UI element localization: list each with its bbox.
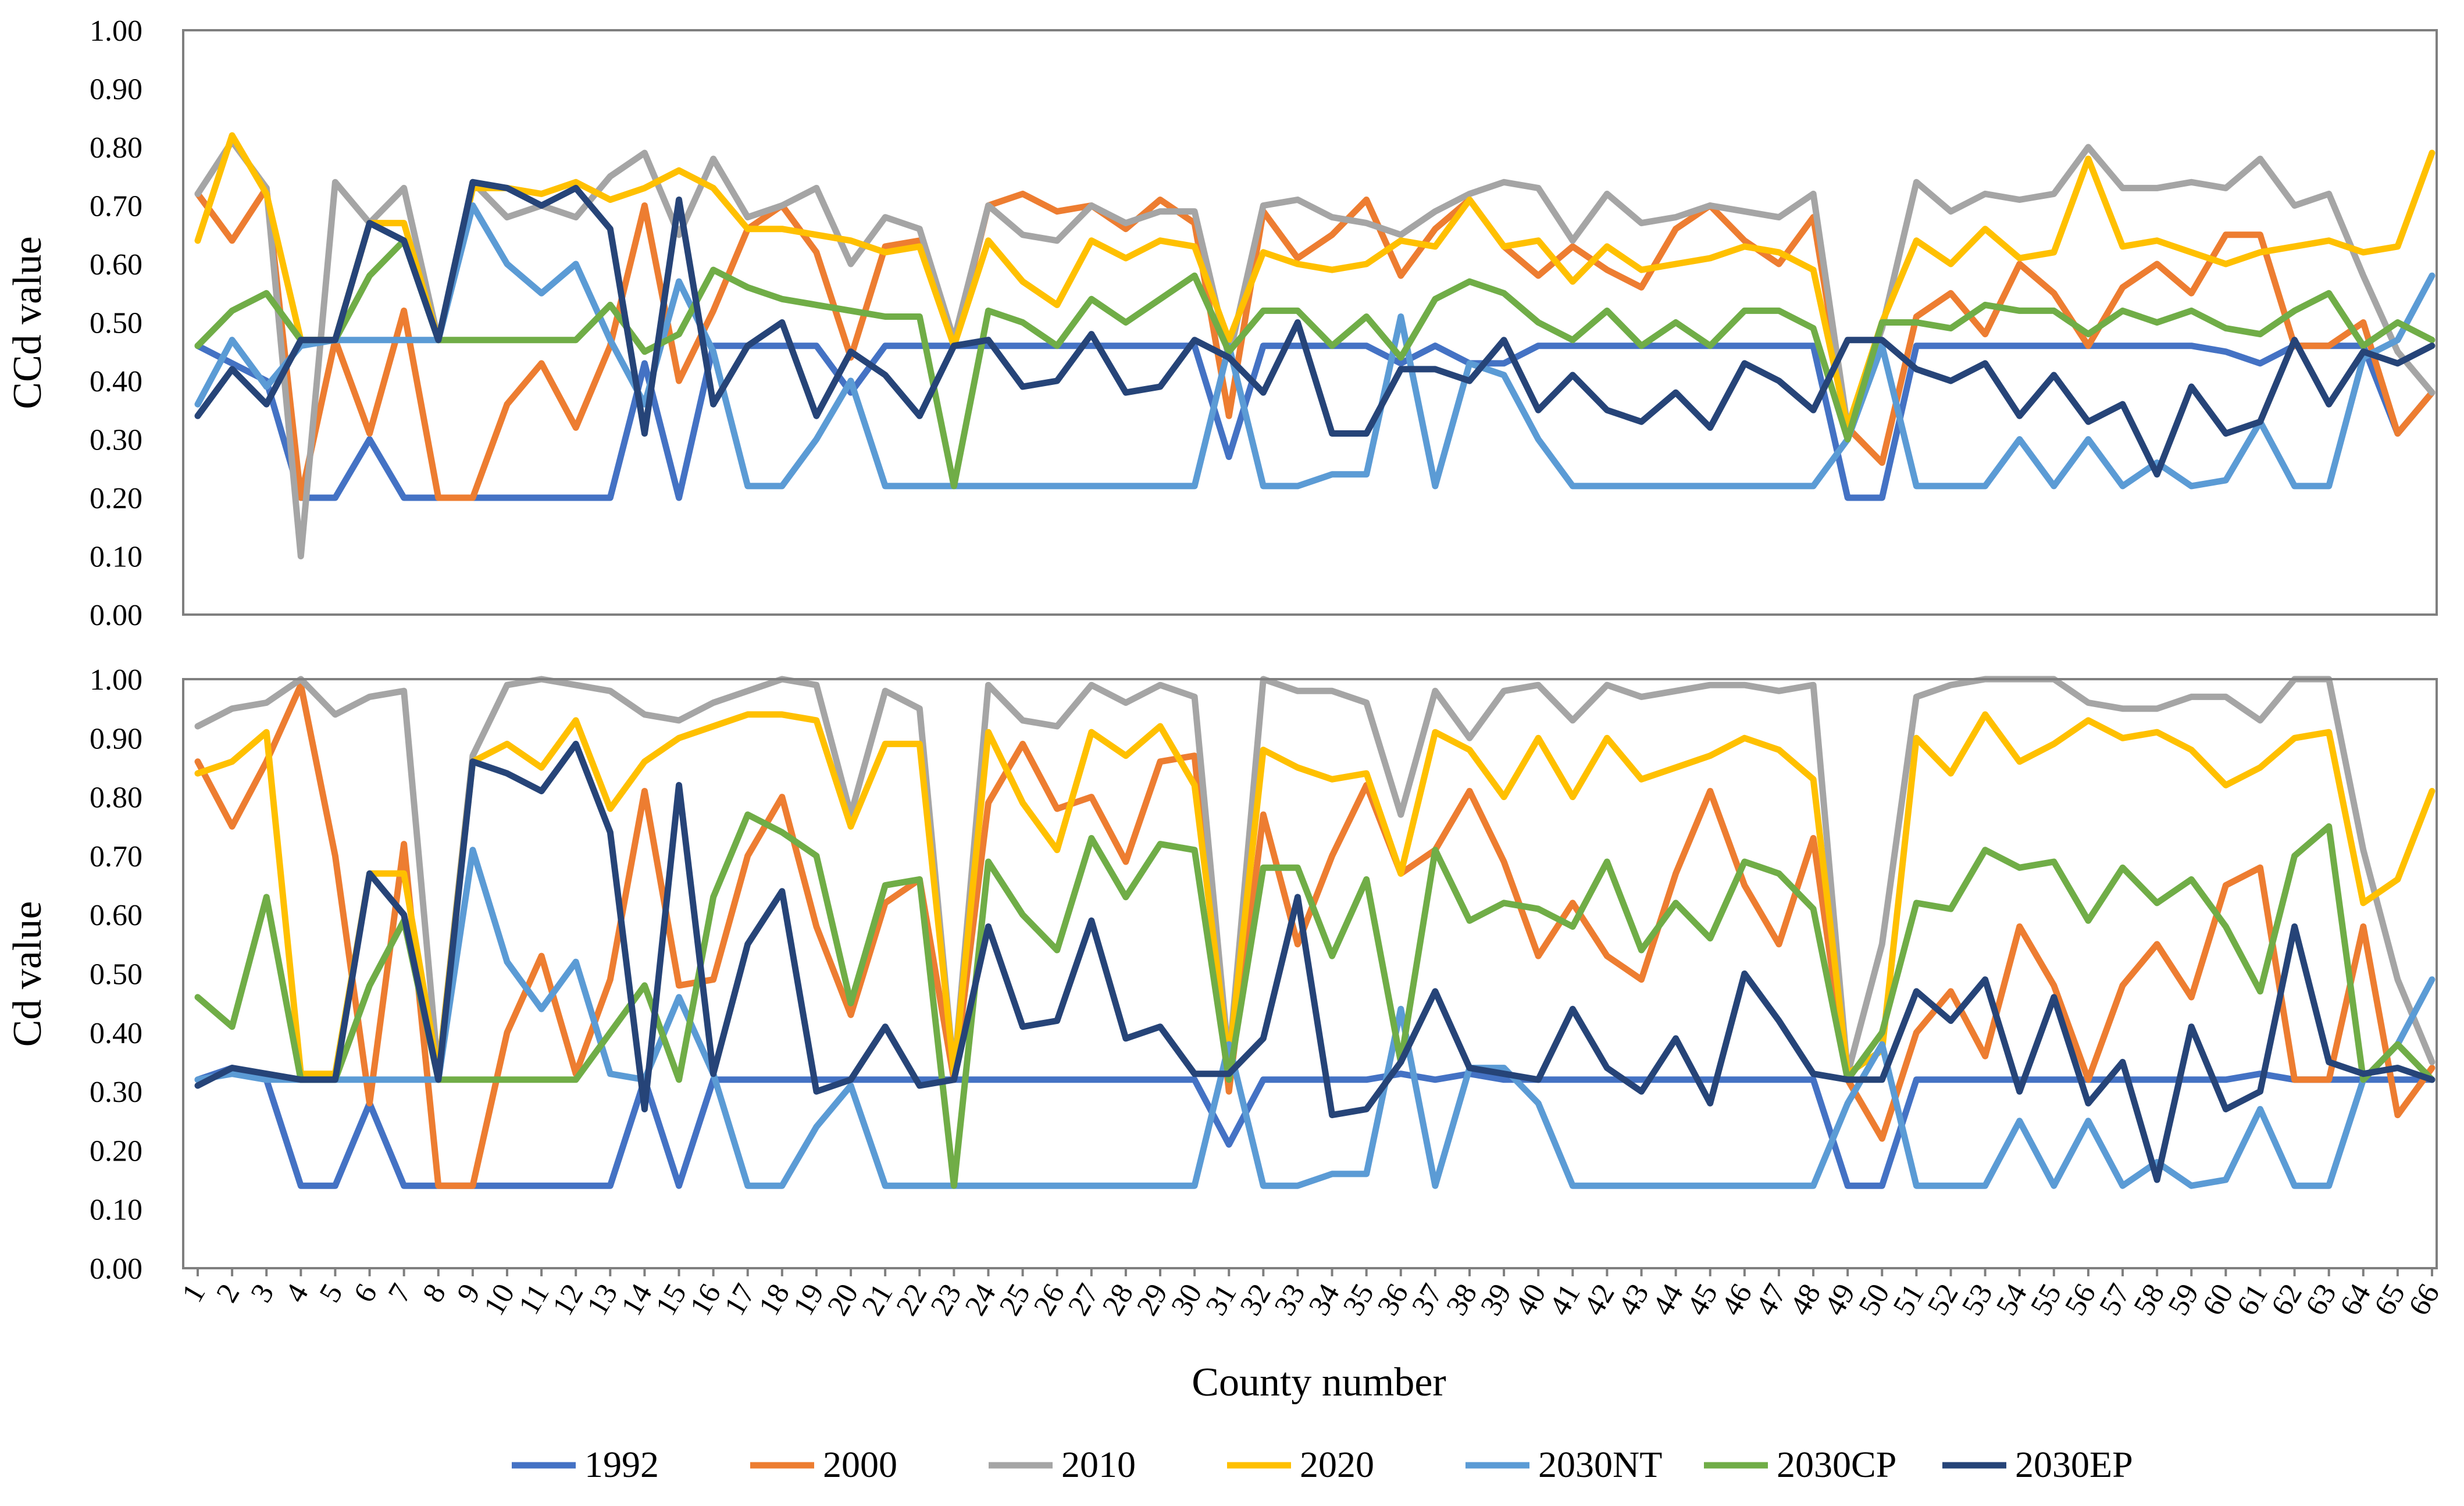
panel-ccd-ytick-label: 0.90 <box>90 73 142 106</box>
panel-ccd: 0.00 0.10 0.20 0.30 0.40 0.50 0.60 0.70 0.80 0.90… <box>5 15 2438 632</box>
panel-ccd-series-2010 <box>194 138 2436 559</box>
panel-ccd-series-2030nt <box>194 202 2436 490</box>
panel-cd-ytick-label: 0.10 <box>90 1194 142 1227</box>
panel-ccd-series <box>194 132 2436 559</box>
panel-ccd-yticks: 0.00 0.10 0.20 0.30 0.40 0.50 0.60 0.70 0.80 0.90… <box>90 15 142 632</box>
panel-cd-series-1992 <box>194 1065 2436 1189</box>
panel-ccd-ytick-label: 0.30 <box>90 424 142 457</box>
panel-ccd-series-2020 <box>194 132 2436 431</box>
panel-ccd-ytick-label: 0.10 <box>90 541 142 574</box>
panel-ccd-ytick-label: 0.80 <box>90 131 142 165</box>
panel-cd-ytick-label: 0.80 <box>90 781 142 815</box>
panel-cd: 0.00 0.10 0.20 0.30 0.40 0.50 0.60 0.70 0.80 0.90… <box>5 663 2438 1286</box>
panel-cd-series-2030nt <box>194 847 2436 1189</box>
legend-label-2030nt: 2030NT <box>1538 1444 1662 1485</box>
panel-cd-ylabel: Cd value <box>5 901 50 1047</box>
panel-cd-plot-area <box>182 678 2438 1269</box>
panel-cd-yticks: 0.00 0.10 0.20 0.30 0.40 0.50 0.60 0.70 0.80 0.90… <box>90 663 142 1286</box>
legend-label-2020: 2020 <box>1300 1444 1374 1485</box>
panel-cd-series-2030cp <box>194 811 2436 1189</box>
panel-ccd-ytick-label: 0.00 <box>90 599 142 632</box>
panel-cd-ytick-label: 0.40 <box>90 1017 142 1050</box>
panel-cd-series-2000 <box>194 681 2436 1189</box>
panel-cd-series <box>194 676 2436 1189</box>
panel-ccd-ytick-label: 0.70 <box>90 190 142 223</box>
panel-cd-series-2020 <box>194 711 2436 1077</box>
panel-ccd-series-2030cp <box>194 237 2436 490</box>
legend-label-2000: 2000 <box>823 1444 897 1485</box>
panel-cd-series-2030ep <box>194 740 2436 1183</box>
panel-ccd-series-2030ep <box>194 179 2436 478</box>
panel-ccd-ytick-label: 0.50 <box>90 307 142 340</box>
legend-label-1992: 1992 <box>584 1444 659 1485</box>
legend-label-2010: 2010 <box>1061 1444 1136 1485</box>
legend-label-2030ep: 2030EP <box>2015 1444 2133 1485</box>
panel-ccd-series-1992 <box>194 342 2436 501</box>
panel-ccd-plot-area <box>182 29 2438 616</box>
legend: 1992 2000 2010 2020 2030NT 2030CP 2030EP <box>512 1444 2133 1485</box>
panel-cd-ytick-label: 0.60 <box>90 899 142 932</box>
panel-cd-ytick-label: 0.20 <box>90 1134 142 1168</box>
panel-cd-series-2010 <box>194 676 2436 1077</box>
panel-cd-ytick-label: 0.00 <box>90 1252 142 1286</box>
panel-cd-ytick-label: 0.90 <box>90 722 142 755</box>
panel-ccd-ytick-label: 0.20 <box>90 482 142 515</box>
panel-ccd-ylabel: CCd value <box>5 236 50 409</box>
panel-cd-ytick-label: 1.00 <box>90 663 142 697</box>
panel-cd-ytick-label: 0.50 <box>90 958 142 991</box>
panel-cd-ytick-label: 0.70 <box>90 840 142 873</box>
panel-ccd-series-2000 <box>194 184 2436 501</box>
x-axis-title: County number <box>1192 1360 1446 1405</box>
panel-ccd-ytick-label: 0.40 <box>90 365 142 398</box>
legend-label-2030cp: 2030CP <box>1777 1444 1896 1485</box>
panel-ccd-ytick-label: 1.00 <box>90 15 142 48</box>
panel-ccd-ytick-label: 0.60 <box>90 248 142 281</box>
panel-cd-ytick-label: 0.30 <box>90 1076 142 1109</box>
